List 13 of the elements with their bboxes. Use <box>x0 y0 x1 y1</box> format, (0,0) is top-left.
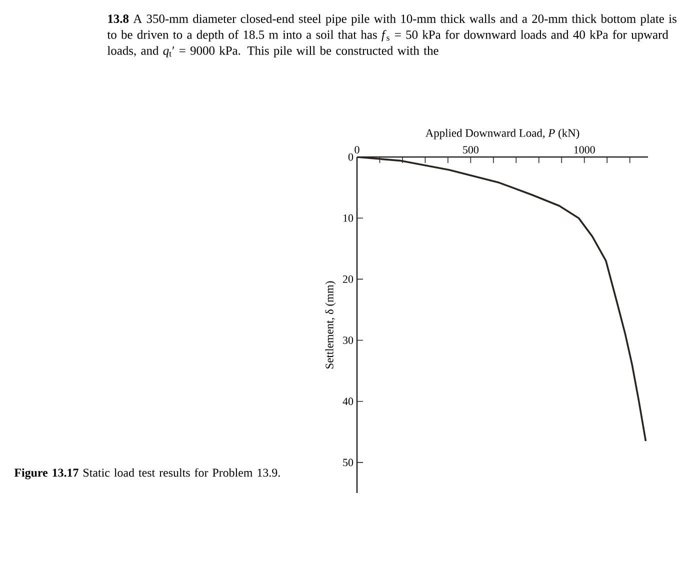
text: 13.8 A 350-mm diameter closed-end steel pipe pile with 10-mm thick walls and a 20-mm thick bottom plate is to be driven to a depth of 18.5 m into a soil that has f$_{s}$ = 50 kPa for downward loads and 40 kPa for upward loads, and q$_{t}$′ = 9000 kPa. This pile will be constructed with the <box>107 14 676 58</box>
y-tick-label: 40 <box>342 398 354 406</box>
y-tick-label: 50 <box>343 458 354 466</box>
x-tick-label: 1000 <box>574 146 595 154</box>
x-tick-label: 0 <box>354 146 360 154</box>
y-tick-label: 10 <box>343 214 354 222</box>
y-tick-label: 30 <box>343 336 354 344</box>
y-tick-label: 0 <box>348 153 354 161</box>
x-axis-title: Applied Downward Load, P (kN) <box>425 128 580 140</box>
x-tick-label: 500 <box>463 146 478 154</box>
y-tick-label: 20 <box>343 275 354 283</box>
text: Figure 13.17 Static load test results for Problem 13.9. <box>14 468 280 480</box>
y-axis-title: Settlement, δ (mm) <box>325 281 336 368</box>
